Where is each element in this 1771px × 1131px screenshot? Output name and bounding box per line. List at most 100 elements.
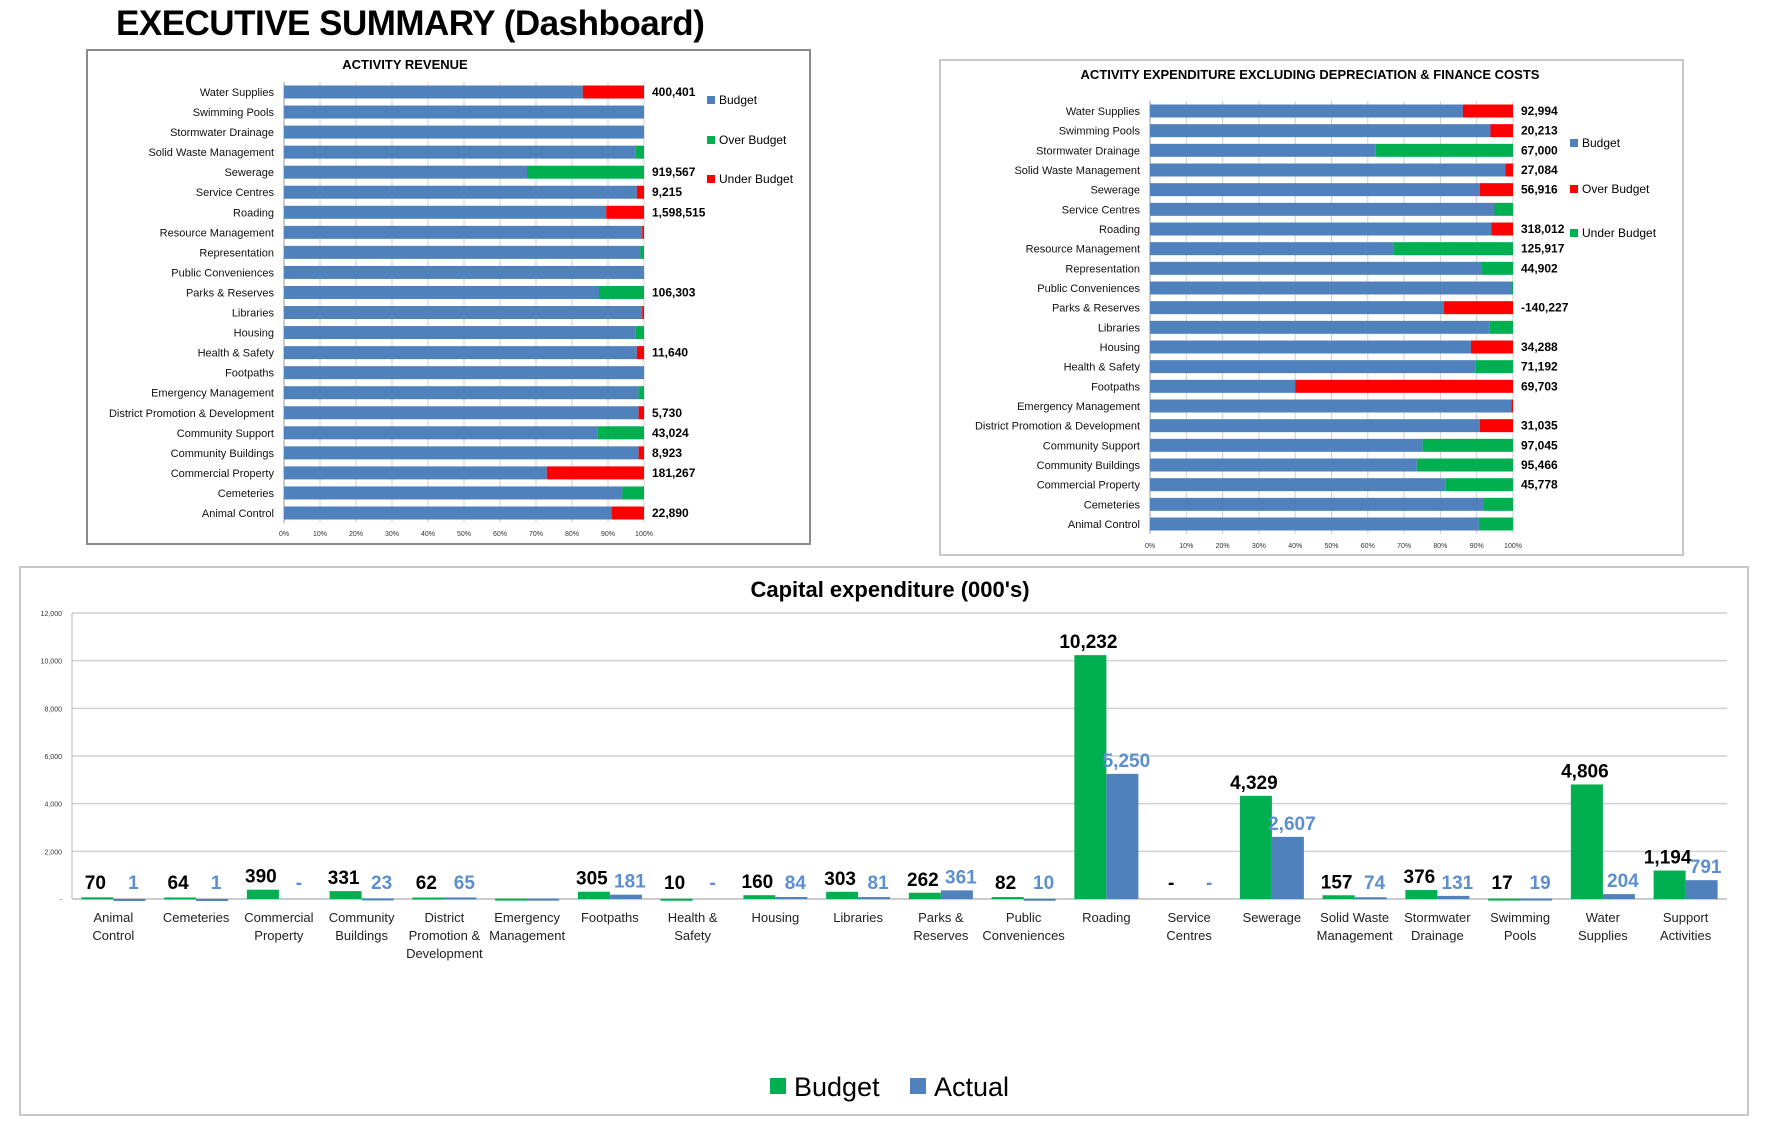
category-label: Public Conveniences bbox=[171, 267, 274, 279]
data-label-actual: 19 bbox=[1530, 873, 1551, 894]
bar-budget-segment bbox=[1150, 399, 1512, 413]
bar-actual bbox=[1023, 898, 1056, 901]
bar-actual bbox=[361, 898, 394, 901]
data-label: 9,215 bbox=[652, 185, 682, 199]
data-label-actual: 2,607 bbox=[1268, 814, 1316, 835]
legend-swatch bbox=[910, 1078, 926, 1094]
category-label: Management bbox=[489, 928, 565, 943]
bar-budget-segment bbox=[1150, 320, 1490, 334]
category-label: Housing bbox=[752, 910, 800, 925]
legend-label: Actual bbox=[934, 1072, 1009, 1102]
category-label: Emergency bbox=[494, 910, 560, 925]
category-label: Community Support bbox=[177, 428, 274, 440]
data-label-budget: 10,232 bbox=[1059, 632, 1117, 653]
x-tick-label: 90% bbox=[601, 531, 615, 538]
x-tick-label: 70% bbox=[1397, 543, 1411, 550]
category-label: Service Centres bbox=[1062, 204, 1141, 216]
data-label-budget: 303 bbox=[824, 869, 856, 890]
x-tick-label: 80% bbox=[1433, 543, 1447, 550]
category-label: Housing bbox=[1100, 342, 1140, 354]
data-label-actual: 131 bbox=[1442, 873, 1474, 894]
legend-label: Budget bbox=[719, 93, 758, 107]
bar-actual bbox=[196, 898, 229, 901]
category-label: District bbox=[425, 910, 465, 925]
data-label-actual: 361 bbox=[945, 867, 977, 888]
bar-variance-segment bbox=[1444, 301, 1513, 315]
category-label: Commercial bbox=[244, 910, 313, 925]
bar-budget-segment bbox=[284, 125, 644, 139]
x-tick-label: 20% bbox=[1216, 543, 1230, 550]
bar-budget-segment bbox=[284, 245, 641, 259]
bar-variance-segment bbox=[527, 165, 644, 179]
data-label-actual: 84 bbox=[785, 873, 807, 894]
x-tick-label: 60% bbox=[1361, 543, 1375, 550]
bar-variance-segment bbox=[638, 406, 644, 420]
legend-swatch bbox=[770, 1078, 786, 1094]
bar-budget-segment bbox=[284, 386, 639, 400]
legend-swatch bbox=[1570, 229, 1578, 237]
x-tick-label: 90% bbox=[1470, 543, 1484, 550]
data-label-budget: 4,329 bbox=[1230, 773, 1278, 794]
bar-variance-segment bbox=[1481, 261, 1513, 275]
data-label-actual: 23 bbox=[371, 873, 392, 894]
category-label: Health & Safety bbox=[198, 348, 275, 360]
bar-budget-segment bbox=[284, 265, 644, 279]
data-label-actual: - bbox=[1206, 873, 1212, 894]
bar-variance-segment bbox=[635, 145, 644, 159]
bar-budget-segment bbox=[284, 466, 547, 480]
data-label-actual: - bbox=[709, 873, 715, 894]
category-label: Health & bbox=[668, 910, 718, 925]
bar-budget bbox=[1653, 870, 1686, 899]
category-label: Resource Management bbox=[160, 227, 274, 239]
bar-actual bbox=[940, 890, 973, 899]
category-label: Roading bbox=[1099, 224, 1140, 236]
data-label: 95,466 bbox=[1521, 458, 1558, 472]
bar-variance-segment bbox=[1462, 104, 1513, 118]
bar-variance-segment bbox=[1511, 399, 1513, 413]
bar-budget-segment bbox=[1150, 478, 1446, 492]
bar-variance-segment bbox=[1416, 458, 1513, 472]
category-label: Libraries bbox=[232, 308, 275, 320]
category-label: Libraries bbox=[833, 910, 883, 925]
bar-budget bbox=[246, 889, 279, 899]
category-label: Commercial Property bbox=[1037, 480, 1141, 492]
bar-variance-segment bbox=[582, 85, 644, 99]
category-label: Parks & Reserves bbox=[1052, 303, 1141, 315]
bar-budget bbox=[164, 897, 197, 900]
data-label-budget: 64 bbox=[168, 873, 190, 894]
bar-budget-segment bbox=[1150, 143, 1376, 157]
bar-variance-segment bbox=[640, 245, 644, 259]
data-label: 125,917 bbox=[1521, 242, 1565, 256]
bar-variance-segment bbox=[597, 426, 644, 440]
bar-variance-segment bbox=[606, 205, 644, 219]
y-tick-label: 2,000 bbox=[44, 849, 62, 856]
category-label: Roading bbox=[233, 207, 274, 219]
category-label: Conveniences bbox=[982, 928, 1065, 943]
category-label: Support bbox=[1663, 910, 1709, 925]
data-label-budget: 331 bbox=[328, 868, 360, 889]
category-label: Stormwater Drainage bbox=[170, 127, 274, 139]
y-tick-label: 6,000 bbox=[44, 754, 62, 761]
category-label: Water Supplies bbox=[1066, 106, 1141, 118]
bar-budget bbox=[81, 897, 114, 900]
bar-budget bbox=[329, 891, 362, 899]
bar-actual bbox=[444, 897, 477, 900]
bar-variance-segment bbox=[1478, 517, 1513, 531]
category-label: Community Support bbox=[1043, 440, 1140, 452]
bar-budget-segment bbox=[1150, 222, 1492, 236]
bar-variance-segment bbox=[1490, 124, 1513, 138]
bar-budget bbox=[1239, 795, 1272, 899]
data-label-actual: 181 bbox=[614, 872, 646, 893]
bar-variance-segment bbox=[611, 506, 644, 520]
chart-title: Capital expenditure (000's) bbox=[750, 577, 1029, 602]
bar-budget bbox=[908, 892, 941, 899]
page-title: EXECUTIVE SUMMARY (Dashboard) bbox=[116, 4, 705, 43]
data-label-budget: 160 bbox=[742, 872, 774, 893]
bar-budget bbox=[826, 891, 859, 899]
bar-budget bbox=[577, 891, 610, 899]
bar-budget-segment bbox=[284, 326, 636, 340]
bar-budget-segment bbox=[284, 225, 643, 239]
legend-label: Under Budget bbox=[719, 172, 794, 186]
bar-actual bbox=[1354, 897, 1387, 900]
bar-budget-segment bbox=[284, 406, 639, 420]
